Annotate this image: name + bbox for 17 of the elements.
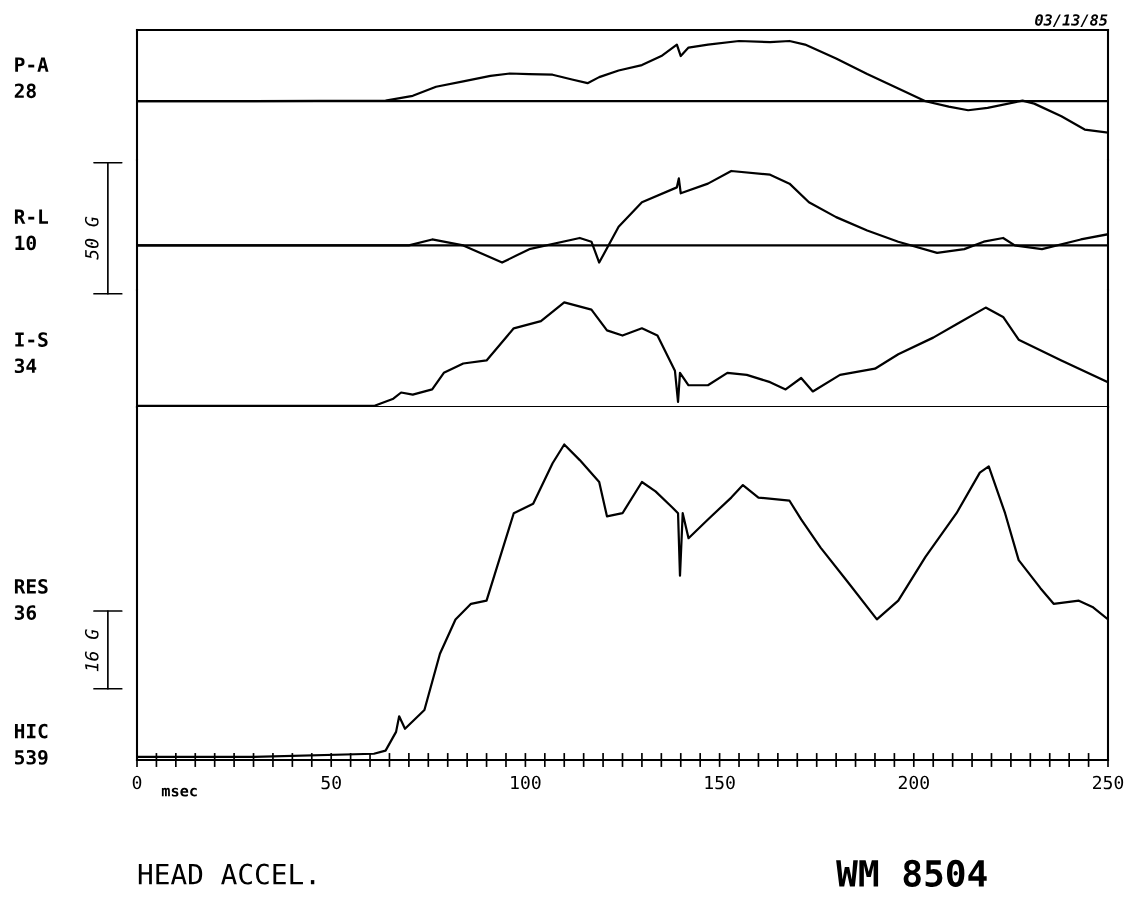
text: WM 8504 <box>836 859 987 887</box>
y-axis-title: I-S 34 <box>14 332 48 374</box>
x-tick-label: 100 <box>511 775 541 790</box>
text: 03/13/85 <box>1035 14 1108 27</box>
x-tick-label: 200 <box>898 775 929 790</box>
y-axis-title: P-A 28 <box>14 57 49 99</box>
x-tick-label: 0 <box>132 775 142 790</box>
y-axis-title: RES 36 <box>14 578 48 620</box>
x-tick-label: 150 <box>705 775 735 790</box>
x-axis-title: msec <box>161 787 197 797</box>
y-axis-title: R-L 10 <box>14 209 49 251</box>
text: 50 G <box>84 216 99 260</box>
text: 16 G <box>84 629 99 672</box>
x-tick-label: 250 <box>1093 775 1124 790</box>
text: HIC 539 <box>14 723 48 765</box>
x-tick-label: 50 <box>321 775 341 790</box>
text: HEAD ACCEL. <box>138 863 315 885</box>
